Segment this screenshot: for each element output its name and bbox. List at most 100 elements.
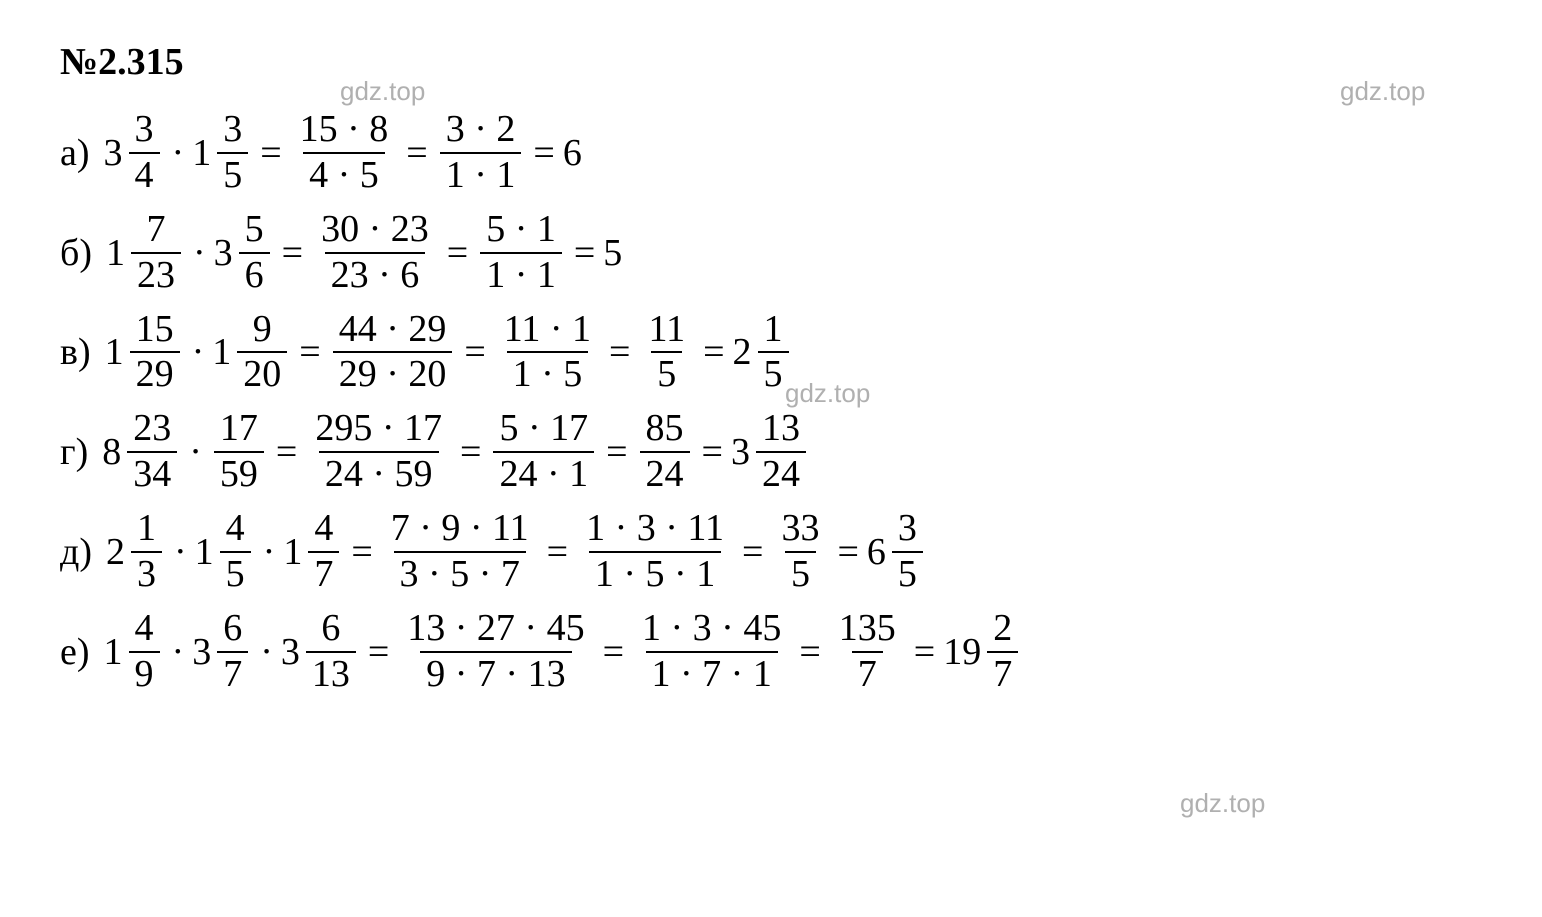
item-label: в) xyxy=(60,333,91,371)
numerator: 4 xyxy=(129,607,160,651)
operator: = xyxy=(703,333,724,371)
mixed-number: 213 xyxy=(106,507,166,597)
exercise-title: №2.315 xyxy=(60,40,1482,84)
whole-part: 2 xyxy=(733,333,752,371)
mixed-number: 149 xyxy=(104,607,164,697)
fraction: 47 xyxy=(308,507,339,597)
operator: = xyxy=(460,433,481,471)
fraction: 13 · 27 · 459 · 7 · 13 xyxy=(401,607,590,697)
mixed-number: 145 xyxy=(195,507,255,597)
denominator: 24 xyxy=(640,451,690,497)
denominator: 5 xyxy=(758,351,789,397)
fraction: 7 · 9 · 113 · 5 · 7 xyxy=(385,507,535,597)
numerator: 4 xyxy=(220,507,251,551)
whole-part: 1 xyxy=(195,533,214,571)
numerator: 3 xyxy=(129,108,160,152)
operator: = xyxy=(702,433,723,471)
mixed-number: 1723 xyxy=(106,208,185,298)
equation-row: в)11529·1920=44 · 2929 · 20=11 · 11 · 5=… xyxy=(60,308,1482,398)
fraction: 13 xyxy=(131,507,162,597)
equation: 334·135=15 · 84 · 5=3 · 21 · 1=6 xyxy=(104,108,582,198)
numerator: 85 xyxy=(640,407,690,451)
whole-part: 19 xyxy=(943,633,981,671)
fraction: 67 xyxy=(217,607,248,697)
fraction: 49 xyxy=(129,607,160,697)
numerator: 6 xyxy=(217,607,248,651)
denominator: 59 xyxy=(214,451,264,497)
fraction: 335 xyxy=(775,507,825,597)
denominator: 3 xyxy=(131,551,162,597)
mixed-number: 135 xyxy=(192,108,252,198)
operator: · xyxy=(174,533,187,571)
denominator: 3 · 5 · 7 xyxy=(394,551,526,597)
operator: · xyxy=(263,533,276,571)
numerator: 3 · 2 xyxy=(440,108,522,152)
denominator: 5 xyxy=(651,351,682,397)
whole-part: 1 xyxy=(192,134,211,172)
equation: 11529·1920=44 · 2929 · 20=11 · 11 · 5=11… xyxy=(105,308,793,398)
fraction: 15 xyxy=(758,308,789,398)
fraction: 1357 xyxy=(833,607,902,697)
numerator: 135 xyxy=(833,607,902,651)
fraction: 8524 xyxy=(640,407,690,497)
denominator: 7 xyxy=(852,651,883,697)
numerator: 13 · 27 · 45 xyxy=(401,607,590,651)
operator: · xyxy=(193,234,206,272)
denominator: 34 xyxy=(127,451,177,497)
whole-part: 3 xyxy=(281,633,300,671)
mixed-number: 147 xyxy=(283,507,343,597)
fraction: 1 · 3 · 451 · 7 · 1 xyxy=(636,607,787,697)
operator: = xyxy=(282,234,303,272)
fraction: 44 · 2929 · 20 xyxy=(333,308,453,398)
denominator: 13 xyxy=(306,651,356,697)
mixed-number: 11529 xyxy=(105,308,184,398)
fraction: 2334 xyxy=(127,407,177,497)
numerator: 11 xyxy=(642,308,691,352)
operator: · xyxy=(172,134,185,172)
whole-part: 8 xyxy=(102,433,121,471)
operator: · xyxy=(172,633,185,671)
mixed-number: 367 xyxy=(192,607,252,697)
denominator: 9 xyxy=(129,651,160,697)
operator: = xyxy=(447,234,468,272)
denominator: 24 xyxy=(756,451,806,497)
whole-part: 1 xyxy=(104,633,123,671)
numerator: 5 · 17 xyxy=(493,407,594,451)
operator: = xyxy=(609,333,630,371)
numerator: 1 xyxy=(758,308,789,352)
mixed-number: 215 xyxy=(733,308,793,398)
operator: = xyxy=(574,234,595,272)
mixed-number: 1920 xyxy=(212,308,291,398)
whole-part: 3 xyxy=(731,433,750,471)
denominator: 5 xyxy=(785,551,816,597)
equation-row: г)82334·1759=295 · 1724 · 59=5 · 1724 · … xyxy=(60,407,1482,497)
denominator: 4 xyxy=(129,152,160,198)
numerator: 5 xyxy=(239,208,270,252)
numerator: 2 xyxy=(987,607,1018,651)
numerator: 15 · 8 xyxy=(294,108,395,152)
page-container: №2.315 gdz.topgdz.topgdz.topgdz.top а)33… xyxy=(60,40,1482,697)
denominator: 29 xyxy=(130,351,180,397)
mixed-number: 635 xyxy=(867,507,927,597)
item-label: а) xyxy=(60,134,90,172)
fraction: 1529 xyxy=(130,308,180,398)
operator: = xyxy=(276,433,297,471)
numerator: 13 xyxy=(756,407,806,451)
numerator: 7 xyxy=(141,208,172,252)
numerator: 3 xyxy=(217,108,248,152)
whole-part: 1 xyxy=(105,333,124,371)
operator: = xyxy=(299,333,320,371)
watermark: gdz.top xyxy=(340,76,425,107)
whole-part: 3 xyxy=(214,234,233,272)
fraction: 920 xyxy=(237,308,287,398)
fraction: 11 · 11 · 5 xyxy=(498,308,597,398)
whole-part: 3 xyxy=(104,134,123,172)
numerator: 44 · 29 xyxy=(333,308,453,352)
fraction: 723 xyxy=(131,208,181,298)
mixed-number: 1927 xyxy=(943,607,1022,697)
operator: = xyxy=(406,134,427,172)
operator: = xyxy=(368,633,389,671)
numerator: 1 · 3 · 11 xyxy=(580,507,730,551)
operator: = xyxy=(464,333,485,371)
fraction: 35 xyxy=(217,108,248,198)
